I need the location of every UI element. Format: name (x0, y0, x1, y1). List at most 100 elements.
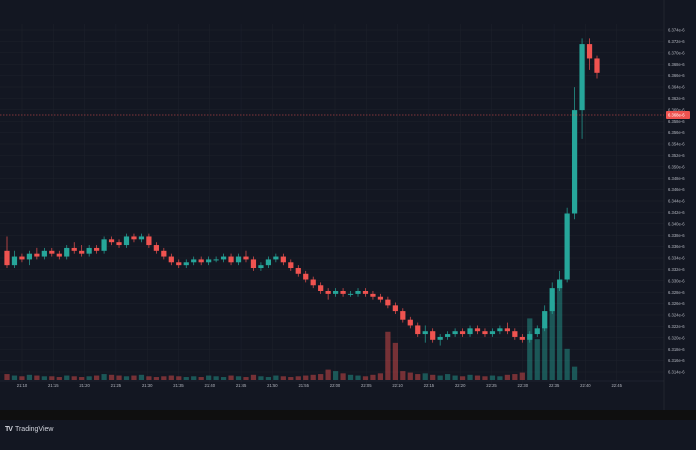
y-tick-label: 6.320e-6 (668, 335, 685, 340)
candle-body (355, 291, 361, 294)
candle-body (101, 239, 107, 251)
x-tick-label: 21:10 (17, 383, 28, 388)
candle-body (377, 296, 384, 300)
candle-body (512, 331, 518, 337)
volume-bar (176, 376, 182, 380)
y-tick-label: 6.326e-6 (668, 301, 685, 306)
candle-body (161, 250, 167, 257)
candle-body (49, 250, 55, 254)
candle-body (71, 247, 77, 251)
volume-bar (138, 374, 145, 380)
volume-bar (325, 369, 331, 380)
candle-body (362, 291, 369, 294)
candle-body (407, 319, 413, 326)
volume-bar (504, 374, 510, 380)
y-tick-label: 6.324e-6 (668, 313, 685, 318)
x-tick-label: 21:35 (173, 383, 184, 388)
volume-bar (198, 377, 204, 380)
x-tick-label: 22:15 (424, 383, 435, 388)
volume-bar (183, 377, 189, 380)
candle-body (594, 58, 600, 73)
candle-body (198, 259, 204, 263)
x-tick-label: 22:40 (580, 383, 591, 388)
volume-bar (213, 376, 219, 380)
volume-bar (407, 372, 413, 380)
candle-body (131, 236, 137, 240)
candle-body (183, 262, 189, 266)
y-tick-label: 6.348e-6 (668, 176, 685, 181)
candle-body (557, 279, 563, 289)
candle-body (415, 325, 421, 335)
tradingview-brand[interactable]: TV TradingView (5, 424, 53, 434)
candle-body (549, 288, 555, 312)
candle-body (228, 256, 234, 263)
volume-bar (362, 376, 369, 380)
volume-bar (459, 376, 466, 380)
volume-bar (206, 375, 212, 380)
volume-bar (392, 342, 398, 380)
candle-body (26, 253, 33, 260)
volume-bar (415, 374, 421, 380)
candle-body (400, 311, 406, 320)
volume-bar (370, 374, 376, 380)
y-tick-label: 6.362e-6 (668, 96, 685, 101)
candle-body (318, 285, 324, 291)
volume-bar (527, 318, 533, 380)
time-axis[interactable]: 21:10 21:15 21:20 21:25 21:30 21:35 21:40 21:45… (0, 380, 664, 388)
volume-bar (146, 376, 152, 380)
y-tick-label: 6.358e-6 (668, 119, 685, 124)
x-tick-label: 21:40 (205, 383, 216, 388)
volume-bar (243, 377, 249, 380)
volume-bar (161, 376, 167, 380)
volume-bar (519, 372, 525, 380)
candle-body (586, 44, 593, 59)
volume-bar (56, 377, 62, 380)
candle-body (571, 110, 578, 214)
volume-bar (19, 376, 25, 380)
y-tick-label: 6.356e-6 (668, 130, 685, 135)
y-tick-label: 6.372e-6 (668, 39, 685, 44)
candle-body (116, 242, 122, 246)
y-tick-label: 6.360e-6 (668, 107, 685, 112)
volume-bar (340, 373, 346, 380)
volume-bar (116, 375, 122, 380)
volume-bar (385, 331, 391, 380)
volume-bar (303, 375, 309, 380)
candle-body (280, 256, 286, 263)
volume-bar (422, 373, 428, 380)
volume-bar (94, 375, 100, 380)
candle-body (19, 256, 25, 260)
volume-bar (377, 373, 384, 380)
y-tick-label: 6.366e-6 (668, 73, 685, 78)
volume-bar (534, 339, 540, 380)
x-tick-label: 22:00 (330, 383, 341, 388)
candle-body (265, 259, 272, 266)
volume-bar (512, 374, 518, 380)
candle-body (168, 256, 174, 263)
volume-bar (79, 377, 85, 380)
volume-bar (235, 376, 242, 380)
y-tick-label: 6.338e-6 (668, 233, 685, 238)
candle-body (459, 331, 466, 335)
y-tick-label: 6.318e-6 (668, 347, 685, 352)
current-price-tag-text: 6.368e-6 (668, 113, 685, 118)
y-tick-label: 6.368e-6 (668, 62, 685, 67)
chart-background (0, 0, 696, 410)
x-tick-label: 22:30 (518, 383, 529, 388)
candle-body (579, 44, 585, 111)
volume-bar (400, 371, 406, 380)
price-axis[interactable]: 6.374e-6 6.372e-6 6.370e-6 6.368e-6 6.366e-6… (663, 0, 685, 410)
volume-bar (131, 375, 137, 380)
price-candles (4, 38, 600, 346)
volume-bar (273, 375, 279, 380)
current-price-tag: 6.368e-6 (666, 111, 690, 119)
volume-bar (564, 348, 570, 380)
candlestick-chart[interactable]: 6.374e-6 6.372e-6 6.370e-6 6.368e-6 6.366e-6… (0, 0, 696, 410)
y-tick-label: 6.314e-6 (668, 370, 685, 375)
volume-bar (41, 376, 47, 380)
x-tick-label: 21:25 (111, 383, 122, 388)
footer-bar (0, 420, 696, 450)
tradingview-brand-label: TradingView (14, 425, 54, 433)
candle-body (258, 265, 264, 269)
volume-bar (49, 376, 55, 380)
